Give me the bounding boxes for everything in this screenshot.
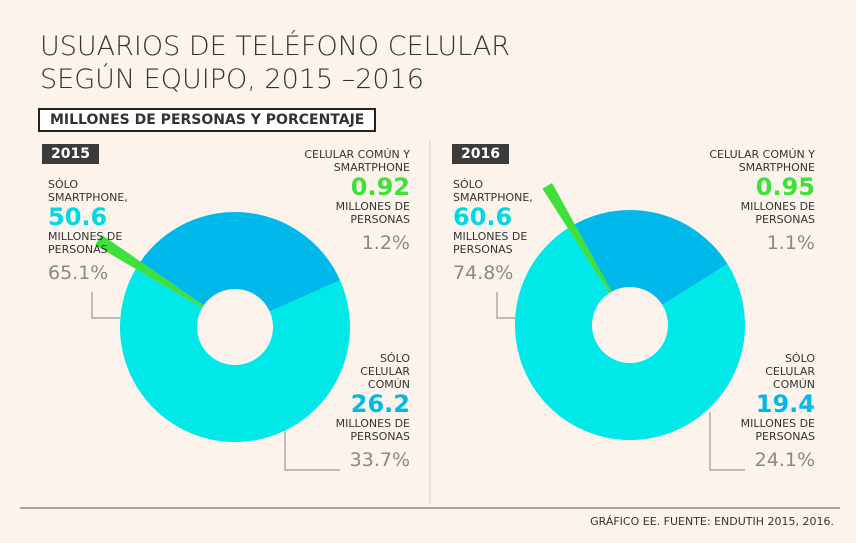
leader-line [709,412,745,471]
subtitle: MILLONES DE PERSONAS Y PORCENTAJE [38,108,377,132]
category-label: SÓLO CELULAR COMÚN [765,352,815,391]
percent-label: 74.8% [453,262,514,284]
leader-line [284,415,340,471]
year-label: 2016 [452,144,509,164]
slice-label: CELULAR COMÚN Y SMARTPHONE 0.95 MILLONES D… [685,148,815,256]
donut-slice [140,211,341,312]
unit-label: MILLONES DE PERSONAS [335,417,410,443]
value-label: 26.2 [350,390,410,418]
value-label: 60.6 [453,203,513,231]
unit-label: MILLONES DE PERSONAS [48,230,123,256]
leader-line [91,292,120,319]
value-label: 19.4 [755,390,815,418]
slice-label: SÓLO SMARTPHONE, 50.6 MILLONES DE PERSONAS… [48,178,148,286]
donut-slice [514,228,745,440]
percent-label: 33.7% [349,449,410,471]
category-label: CELULAR COMÚN Y SMARTPHONE [709,148,815,174]
unit-label: MILLONES DE PERSONAS [740,200,815,226]
title: USUARIOS DE TELÉFONO CELULAR SEGÚN EQUIP… [40,31,510,95]
unit-label: MILLONES DE PERSONAS [740,417,815,443]
donut-slice [119,268,350,442]
slice-label: SÓLO SMARTPHONE, 60.6 MILLONES DE PERSONAS… [453,178,553,286]
category-label: CELULAR COMÚN Y SMARTPHONE [304,148,410,174]
percent-label: 24.1% [754,449,815,471]
value-label: 0.92 [350,173,410,201]
category-label: SÓLO SMARTPHONE, [48,178,128,204]
slice-label: SÓLO CELULAR COMÚN 19.4 MILLONES DE PERSON… [715,352,815,473]
year-label: 2015 [42,144,99,164]
donut-slice [574,210,728,305]
value-label: 0.95 [755,173,815,201]
percent-label: 1.2% [361,232,410,254]
unit-label: MILLONES DE PERSONAS [335,200,410,226]
percent-label: 1.1% [766,232,815,254]
donut-slice [542,182,612,294]
donut-slice [95,234,204,308]
category-label: SÓLO CELULAR COMÚN [360,352,410,391]
percent-label: 65.1% [48,262,109,284]
category-label: SÓLO SMARTPHONE, [453,178,533,204]
unit-label: MILLONES DE PERSONAS [453,230,528,256]
slice-label: CELULAR COMÚN Y SMARTPHONE 0.92 MILLONES D… [280,148,410,256]
value-label: 50.6 [48,203,108,231]
source: GRÁFICO EE. FUENTE: ENDUTIH 2015, 2016. [590,515,834,528]
slice-label: SÓLO CELULAR COMÚN 26.2 MILLONES DE PERSON… [310,352,410,473]
